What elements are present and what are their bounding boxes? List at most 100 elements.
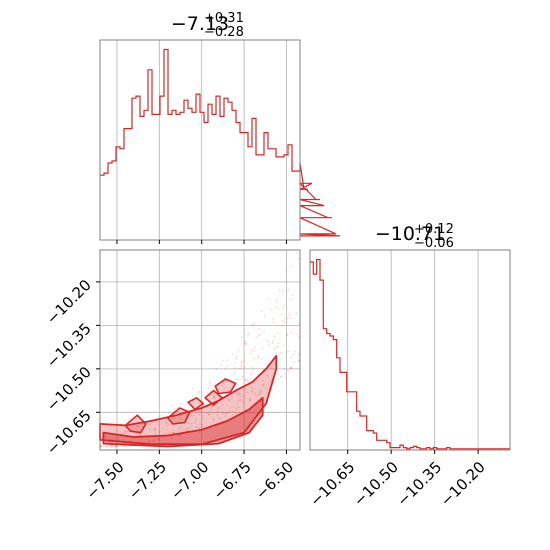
scatter-point [217,407,220,410]
scatter-point [100,445,103,448]
scatter-point [206,412,209,415]
scatter-point [234,371,236,374]
scatter-point [158,437,161,440]
x-axis-ticks: −10.65−10.50−10.35−10.20 [306,450,489,510]
scatter-point [297,257,300,260]
scatter-point [225,412,228,415]
scatter-point [240,363,243,366]
scatter-point [291,294,294,297]
scatter-point [153,438,156,440]
scatter-point [278,289,281,291]
scatter-point [273,348,276,351]
scatter-point [235,356,238,359]
scatter-point [114,444,117,447]
x-tick-marks [116,240,287,244]
scatter-point [227,399,230,402]
contour-blob [187,397,205,411]
scatter-point [277,342,280,345]
scatter-point [111,445,114,447]
scatter-point [281,291,284,293]
scatter-point [249,399,251,401]
scatter-point [193,414,195,416]
scatter-point [249,398,252,400]
scatter-point [211,405,214,408]
scatter-point [247,380,250,382]
y-tick-label: −10.50 [43,363,95,415]
scatter-point [278,373,280,376]
scatter-point [251,390,254,393]
scatter-point [237,393,240,396]
scatter-point [221,359,224,362]
scatter-point [171,419,174,421]
scatter-point [195,425,198,428]
scatter-point [235,408,238,411]
scatter-point [282,368,285,371]
scatter-point [287,369,289,372]
contour-band-inner [102,396,264,448]
scatter-point [191,387,194,390]
scatter-point [160,439,163,442]
scatter-point [235,390,238,393]
scatter-point [280,375,282,378]
scatter-point [244,380,247,383]
scatter-point [190,413,193,416]
scatter-point [254,392,257,395]
scatter-point [208,412,211,415]
scatter-point [273,335,275,338]
scatter-point [169,423,172,426]
scatter-point [253,322,256,325]
scatter-point [298,359,300,362]
y-tick-label: −10.65 [43,406,95,458]
scatter-point [191,422,193,425]
scatter-point [149,422,152,425]
scatter-point [233,367,236,369]
scatter-point [216,414,219,417]
scatter-point [261,348,264,350]
x-tick-label: −10.50 [350,458,402,510]
scatter-point [290,356,293,359]
scatter-point [114,445,117,448]
scatter-point [184,428,187,431]
scatter-point [173,431,176,434]
histogram-panel-param2: −10.65−10.50−10.35−10.20 −10.71 +0.12 −0… [306,222,511,510]
x-tick-label: −10.20 [437,458,489,510]
scatter-point [288,313,291,316]
scatter-point [290,366,293,369]
scatter-point [101,445,103,447]
scatter-point [211,405,214,408]
scatter-point [148,428,151,431]
scatter-point [227,389,230,392]
scatter-point [123,445,126,447]
scatter-point [216,410,219,413]
x-tick-label: −7.50 [82,458,127,503]
grid [116,40,287,240]
scatter-point [179,403,182,405]
scatter-point [266,375,269,377]
scatter-point [277,332,279,334]
scatter-point [250,352,253,355]
scatter-point [245,343,247,346]
scatter-point [179,434,182,436]
scatter-point [147,441,150,444]
scatter-point [232,406,235,408]
scatter-point [173,407,176,410]
scatter-point [126,430,129,433]
x-tick-label: −6.75 [210,458,255,503]
scatter-point [278,308,281,311]
scatter-point [283,304,286,307]
panel-frame [309,249,511,451]
scatter-point [246,391,248,394]
scatter-point [268,343,270,346]
scatter-point [283,321,286,324]
scatter-point [136,425,139,428]
scatter-point [243,378,246,381]
scatter-point [172,431,175,434]
scatter-point [181,428,184,431]
scatter-point [251,323,254,326]
scatter-point [276,345,279,348]
scatter-point [240,336,243,339]
scatter-point [282,288,284,291]
scatter-point [293,361,296,363]
scatter-point [262,383,265,386]
